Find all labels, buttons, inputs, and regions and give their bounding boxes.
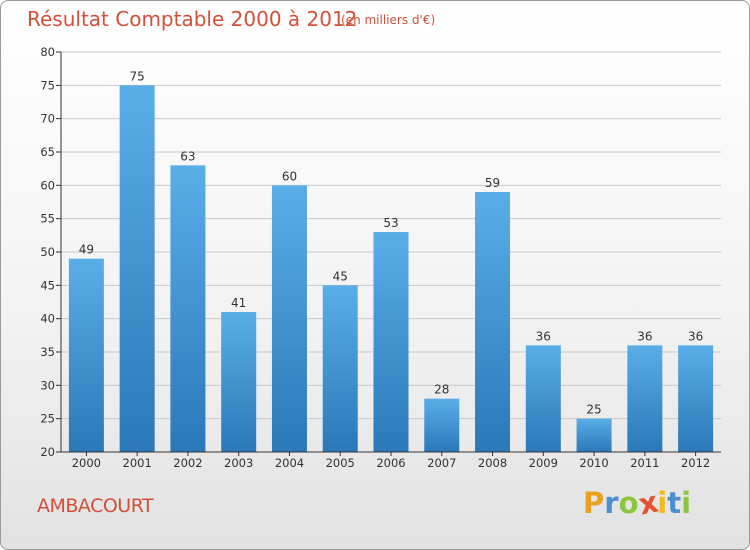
- x-tick-label: 2002: [173, 456, 202, 470]
- data-label-2011: 36: [637, 329, 652, 343]
- bar-2006: [373, 232, 409, 452]
- bar-2004: [271, 185, 307, 453]
- y-tick-label: 20: [40, 445, 55, 459]
- bar-2007: [424, 398, 460, 452]
- y-tick-label: 65: [40, 145, 55, 159]
- axes: 20 25 30 35 40 45 50 55 60 65 70 75 80 2000 2001 2002 20…: [40, 45, 721, 470]
- y-tick-label: 30: [40, 378, 55, 392]
- y-tick-label: 35: [40, 345, 55, 359]
- bar-2008: [475, 192, 511, 452]
- logo-letter: i: [681, 486, 692, 520]
- bar-2010: [576, 418, 612, 452]
- y-tick-label: 25: [40, 412, 55, 426]
- x-tick-label: 2012: [681, 456, 710, 470]
- bar-2009: [525, 345, 561, 452]
- data-label-2006: 53: [383, 216, 398, 230]
- y-tick-label: 55: [40, 212, 55, 226]
- x-tick-label: 2001: [123, 456, 152, 470]
- y-tick-label: 70: [40, 112, 55, 126]
- data-label-2007: 28: [434, 383, 449, 397]
- data-label-2001: 75: [130, 69, 145, 83]
- x-tick-label: 2008: [478, 456, 507, 470]
- y-tick-label: 50: [40, 245, 55, 259]
- bar-2001: [119, 85, 155, 452]
- x-tick-label: 2000: [72, 456, 101, 470]
- x-tick-label: 2005: [326, 456, 355, 470]
- y-tick-label: 80: [40, 45, 55, 59]
- y-tick-label: 45: [40, 278, 55, 292]
- bar-2000: [68, 258, 104, 452]
- data-label-2012: 36: [688, 329, 703, 343]
- data-label-2009: 36: [536, 329, 551, 343]
- y-tick-label: 40: [40, 312, 55, 326]
- data-label-2002: 63: [180, 149, 195, 163]
- x-tick-label: 2010: [579, 456, 608, 470]
- bar-2005: [322, 285, 358, 452]
- y-tick-label: 60: [40, 178, 55, 192]
- bars: [68, 85, 714, 453]
- x-tick-label: 2009: [529, 456, 558, 470]
- data-label-2010: 25: [586, 403, 601, 417]
- x-tick-label: 2004: [275, 456, 304, 470]
- data-label-2008: 59: [485, 176, 500, 190]
- logo-letter: t: [667, 486, 682, 520]
- bar-2012: [678, 345, 714, 452]
- logo-letter: P: [583, 486, 605, 520]
- x-tick-label: 2011: [630, 456, 659, 470]
- logo-letter: r: [604, 486, 619, 520]
- x-tick-label: 2007: [427, 456, 456, 470]
- data-label-2004: 60: [282, 169, 297, 183]
- labels: 49 75 63 41 60 45 53 28 59 36 25 36 36: [79, 69, 704, 416]
- x-tick-label: 2003: [224, 456, 253, 470]
- y-tick-label: 75: [40, 78, 55, 92]
- bar-2002: [170, 165, 206, 453]
- data-label-2003: 41: [231, 296, 246, 310]
- proxiti-logo[interactable]: Proxiti: [583, 484, 692, 521]
- commune-name: AMBACOURT: [37, 495, 154, 517]
- data-label-2000: 49: [79, 243, 94, 257]
- logo-letter: o: [618, 486, 639, 520]
- x-tick-label: 2006: [376, 456, 405, 470]
- chart-title: Résultat Comptable 2000 à 2012: [27, 7, 358, 31]
- data-label-2005: 45: [333, 269, 348, 283]
- bar-2003: [221, 312, 257, 452]
- logo-letter: i: [657, 486, 668, 520]
- chart-subtitle: (en milliers d'€): [341, 13, 436, 27]
- bar-2011: [627, 345, 663, 452]
